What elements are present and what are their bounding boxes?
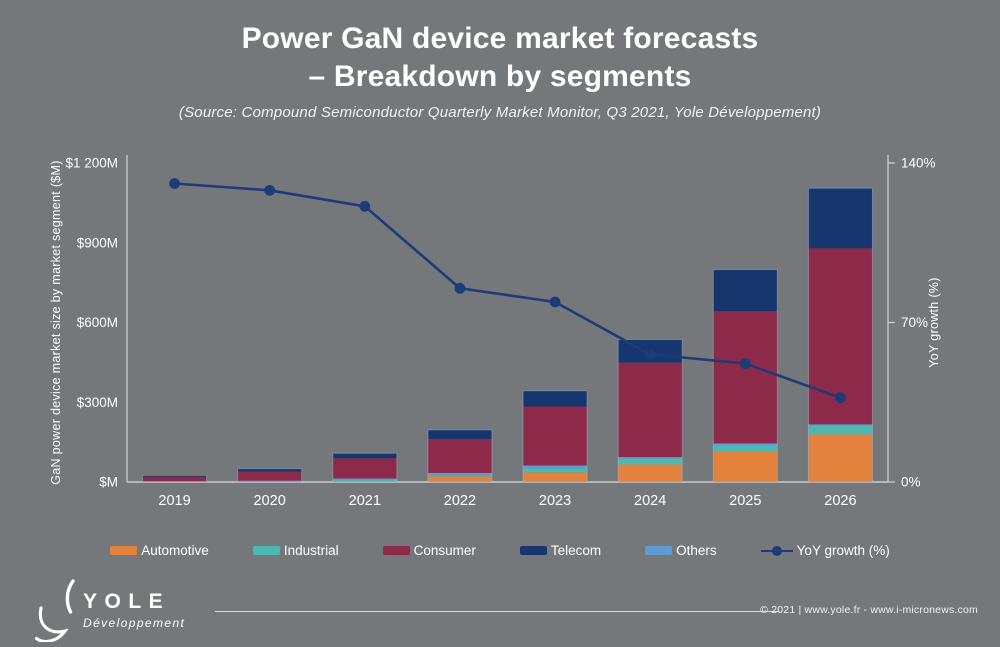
page-title: Power GaN device market forecasts – Brea… bbox=[0, 20, 1000, 96]
x-axis-label: 2026 bbox=[824, 493, 856, 509]
footer-divider bbox=[215, 611, 780, 612]
bar-segment-consumer-2025 bbox=[713, 311, 777, 443]
bar-segment-industrial-2024 bbox=[618, 458, 682, 464]
source-caption: (Source: Compound Semiconductor Quarterl… bbox=[0, 104, 1000, 121]
bar-segment-others-2024 bbox=[618, 457, 682, 458]
bar-segment-automotive-2026 bbox=[808, 434, 872, 482]
y-left-tick-label: $600M bbox=[77, 315, 118, 330]
legend-item-consumer: Consumer bbox=[383, 543, 476, 558]
bar-segment-automotive-2023 bbox=[523, 472, 587, 482]
bar-2025 bbox=[713, 270, 777, 482]
x-axis-label: 2025 bbox=[729, 493, 761, 509]
x-axis-label: 2024 bbox=[634, 493, 666, 509]
bar-segment-automotive-2024 bbox=[618, 464, 682, 482]
legend-line-marker bbox=[761, 546, 793, 556]
legend-label: Automotive bbox=[141, 543, 209, 558]
x-axis-label: 2023 bbox=[539, 493, 571, 509]
y-left-tick-label: $1 200M bbox=[65, 156, 118, 171]
bar-2026 bbox=[808, 188, 872, 482]
y-left-tick-label: $300M bbox=[77, 395, 118, 410]
legend-swatch bbox=[520, 546, 547, 555]
legend-swatch bbox=[253, 546, 280, 555]
bar-segment-telecom-2023 bbox=[523, 391, 587, 407]
bar-2019 bbox=[143, 475, 207, 482]
bar-segment-telecom-2022 bbox=[428, 430, 492, 439]
bar-segment-automotive-2025 bbox=[713, 452, 777, 482]
bar-segment-consumer-2019 bbox=[143, 477, 207, 482]
x-axis-label: 2020 bbox=[254, 493, 286, 509]
y-axis-left-title: GaN power device market size by market s… bbox=[49, 160, 63, 484]
bar-2022 bbox=[428, 430, 492, 482]
yoy-growth-point-2023 bbox=[550, 297, 561, 308]
y-axis-right-title: YoY growth (%) bbox=[927, 277, 941, 367]
yoy-growth-point-2019 bbox=[169, 178, 180, 189]
chart-legend: Automotive Industrial Consumer Telecom Other… bbox=[0, 543, 1000, 558]
bar-2023 bbox=[523, 391, 587, 482]
y-right-tick-label: 70% bbox=[901, 315, 928, 330]
legend-label: YoY growth (%) bbox=[797, 543, 890, 558]
bar-segment-telecom-2025 bbox=[713, 270, 777, 311]
bar-segment-industrial-2021 bbox=[333, 479, 397, 481]
y-right-tick-label: 0% bbox=[901, 475, 921, 490]
bar-segment-others-2023 bbox=[523, 466, 587, 469]
yoy-growth-point-2020 bbox=[264, 185, 275, 196]
bar-segment-industrial-2026 bbox=[808, 425, 872, 434]
legend-swatch bbox=[645, 546, 672, 555]
y-right-tick-label: 140% bbox=[901, 156, 936, 171]
legend-item-industrial: Industrial bbox=[253, 543, 339, 558]
bar-2024 bbox=[618, 340, 682, 482]
legend-item-yoy-growth: YoY growth (%) bbox=[761, 543, 890, 558]
bar-segment-consumer-2021 bbox=[333, 458, 397, 478]
legend-item-telecom: Telecom bbox=[520, 543, 601, 558]
yoy-growth-point-2025 bbox=[740, 358, 751, 369]
stacked-bar-line-chart: $1 200M $900M $600M $300M $M 140% 70% 0% 2019 202… bbox=[45, 143, 955, 575]
yoy-growth-point-2024 bbox=[645, 349, 656, 360]
y-left-tick-label: $M bbox=[99, 475, 118, 490]
y-left-tick-label: $900M bbox=[77, 235, 118, 250]
bar-segment-others-2021 bbox=[333, 479, 397, 480]
bar-segment-others-2025 bbox=[713, 443, 777, 445]
x-axis-label: 2022 bbox=[444, 493, 476, 509]
yole-logo-glyph: YOLE Développement bbox=[24, 578, 224, 642]
market-forecast-chart: $1 200M $900M $600M $300M $M 140% 70% 0% 2019 202… bbox=[45, 143, 955, 575]
legend-swatch bbox=[383, 546, 410, 555]
legend-item-others: Others bbox=[645, 543, 717, 558]
bar-segment-consumer-2024 bbox=[618, 363, 682, 457]
yole-logo-text: YOLE bbox=[83, 590, 170, 613]
legend-label: Industrial bbox=[284, 543, 339, 558]
bar-segment-consumer-2020 bbox=[238, 472, 302, 481]
bar-segment-others-2026 bbox=[808, 424, 872, 425]
x-axis-label: 2021 bbox=[349, 493, 381, 509]
bar-segment-telecom-2021 bbox=[333, 453, 397, 458]
bar-segment-industrial-2023 bbox=[523, 468, 587, 472]
title-line-2: – Breakdown by segments bbox=[0, 58, 1000, 96]
bar-segment-industrial-2022 bbox=[428, 475, 492, 476]
legend-label: Telecom bbox=[551, 543, 601, 558]
bar-2021 bbox=[333, 453, 397, 482]
bar-segment-automotive-2022 bbox=[428, 476, 492, 482]
yoy-growth-point-2022 bbox=[455, 283, 466, 294]
bar-segment-industrial-2025 bbox=[713, 445, 777, 452]
legend-label: Others bbox=[676, 543, 717, 558]
yoy-growth-point-2026 bbox=[835, 392, 846, 403]
bar-segment-telecom-2026 bbox=[808, 188, 872, 248]
x-axis-label: 2019 bbox=[158, 493, 190, 509]
yole-logo-subtext: Développement bbox=[83, 616, 185, 630]
yoy-growth-point-2021 bbox=[359, 201, 370, 212]
legend-label: Consumer bbox=[414, 543, 476, 558]
yole-logo: YOLE Développement bbox=[24, 578, 224, 647]
bar-segment-consumer-2022 bbox=[428, 439, 492, 473]
bar-segment-industrial-2020 bbox=[238, 481, 302, 482]
legend-swatch bbox=[110, 546, 137, 555]
legend-item-automotive: Automotive bbox=[110, 543, 209, 558]
bar-segment-consumer-2023 bbox=[523, 407, 587, 466]
title-line-1: Power GaN device market forecasts bbox=[0, 20, 1000, 58]
bar-2020 bbox=[238, 469, 302, 482]
copyright-text: © 2021 | www.yole.fr - www.i-micronews.c… bbox=[760, 604, 978, 616]
bar-segment-others-2022 bbox=[428, 473, 492, 475]
